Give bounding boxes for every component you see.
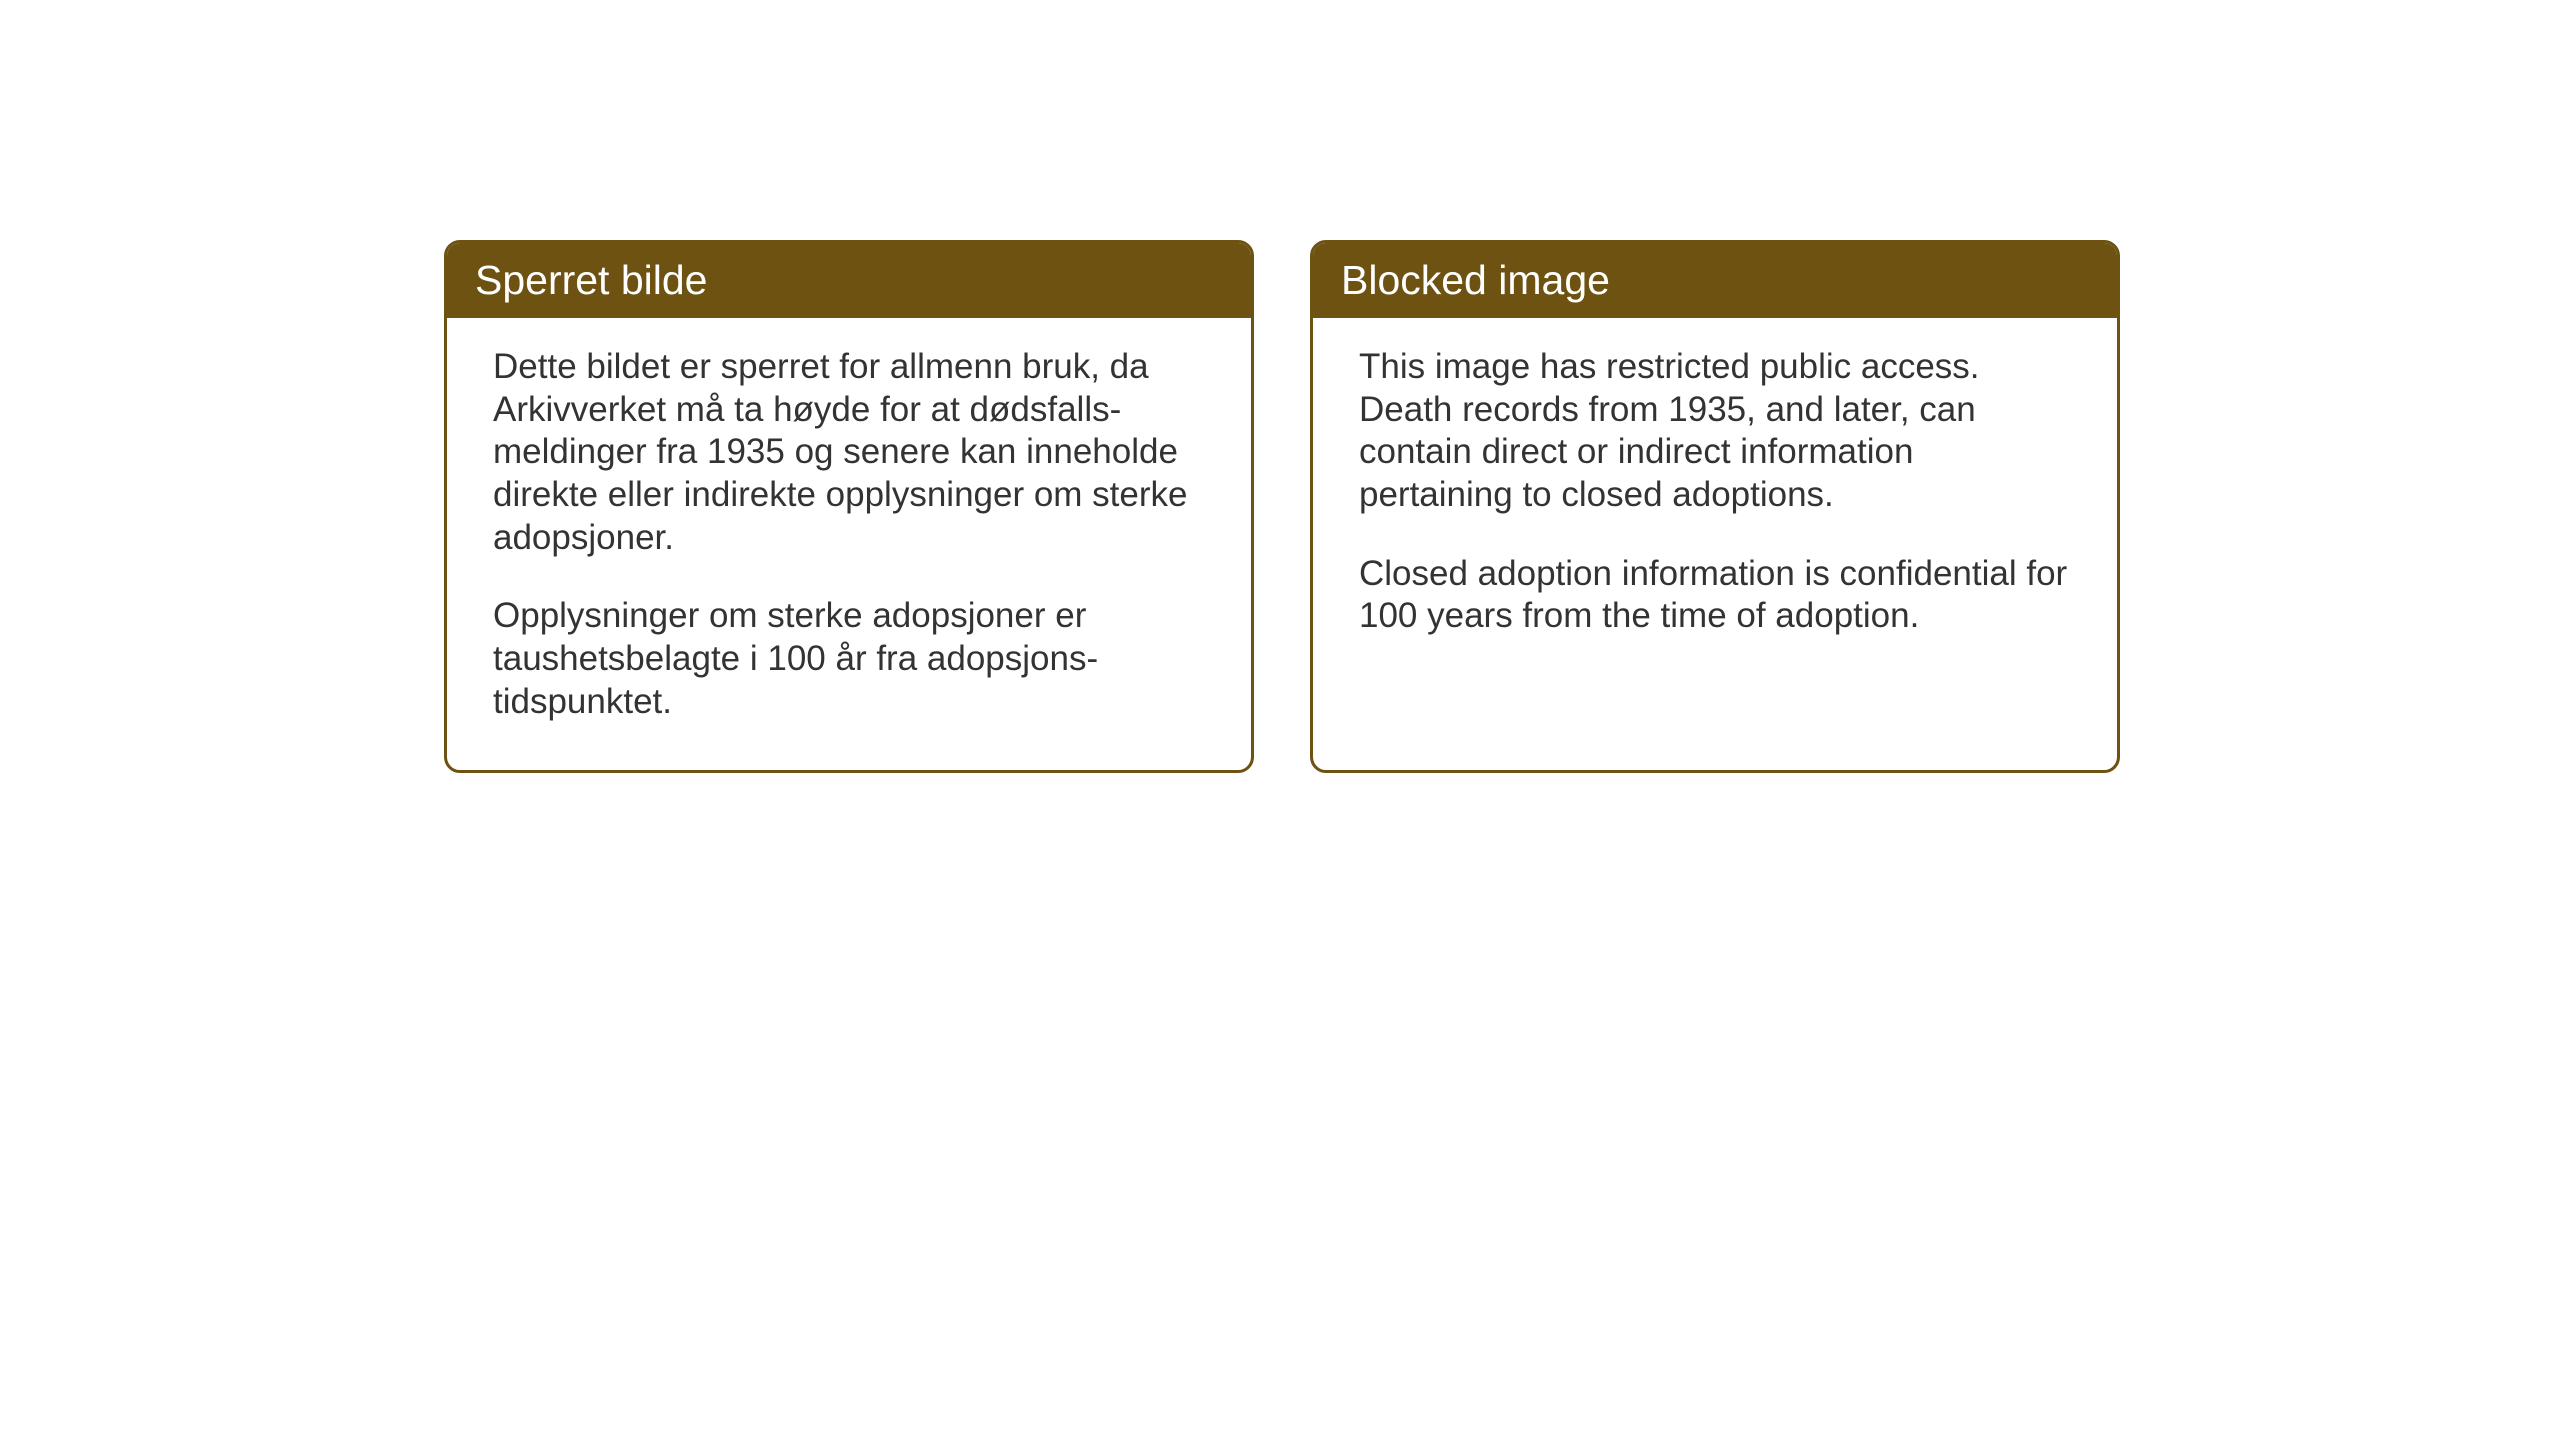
- english-card-body: This image has restricted public access.…: [1313, 318, 2117, 684]
- english-paragraph-1: This image has restricted public access.…: [1359, 346, 2071, 517]
- norwegian-card-header: Sperret bilde: [447, 243, 1251, 318]
- norwegian-paragraph-1: Dette bildet er sperret for allmenn bruk…: [493, 346, 1205, 559]
- norwegian-paragraph-2: Opplysninger om sterke adopsjoner er tau…: [493, 595, 1205, 723]
- english-card: Blocked image This image has restricted …: [1310, 240, 2120, 773]
- english-paragraph-2: Closed adoption information is confident…: [1359, 553, 2071, 638]
- notice-container: Sperret bilde Dette bildet er sperret fo…: [444, 240, 2120, 773]
- norwegian-card: Sperret bilde Dette bildet er sperret fo…: [444, 240, 1254, 773]
- english-card-header: Blocked image: [1313, 243, 2117, 318]
- norwegian-title: Sperret bilde: [475, 257, 707, 303]
- norwegian-card-body: Dette bildet er sperret for allmenn bruk…: [447, 318, 1251, 770]
- english-title: Blocked image: [1341, 257, 1610, 303]
